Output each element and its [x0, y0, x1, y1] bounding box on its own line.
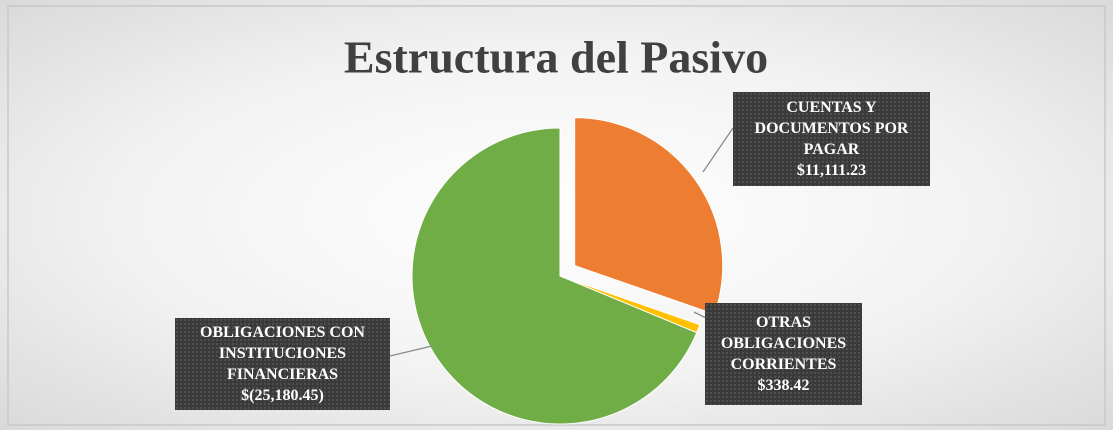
leader-line: [693, 311, 707, 319]
pie-slice: [411, 127, 698, 425]
pie: [411, 117, 724, 425]
data-label: OTRAS OBLIGACIONES CORRIENTES $338.42: [705, 303, 862, 405]
frame: [7, 5, 1106, 426]
label-category: OBLIGACIONES CON INSTITUCIONES FINANCIER…: [200, 324, 365, 383]
label-category: CUENTAS Y DOCUMENTOS POR PAGAR: [754, 99, 909, 158]
chart-title: Estructura del Pasivo: [344, 32, 768, 83]
label-value: $(25,180.45): [241, 387, 324, 404]
pie-slice: [574, 117, 724, 315]
leader-line: [702, 127, 734, 173]
label-value: $338.42: [757, 377, 810, 394]
label-category: OTRAS OBLIGACIONES CORRIENTES: [720, 314, 847, 373]
leader-line: [389, 345, 433, 357]
data-label: CUENTAS Y DOCUMENTOS POR PAGAR $11,111.2…: [733, 92, 930, 186]
label-value: $11,111.23: [796, 162, 867, 179]
data-label: OBLIGACIONES CON INSTITUCIONES FINANCIER…: [175, 318, 390, 410]
